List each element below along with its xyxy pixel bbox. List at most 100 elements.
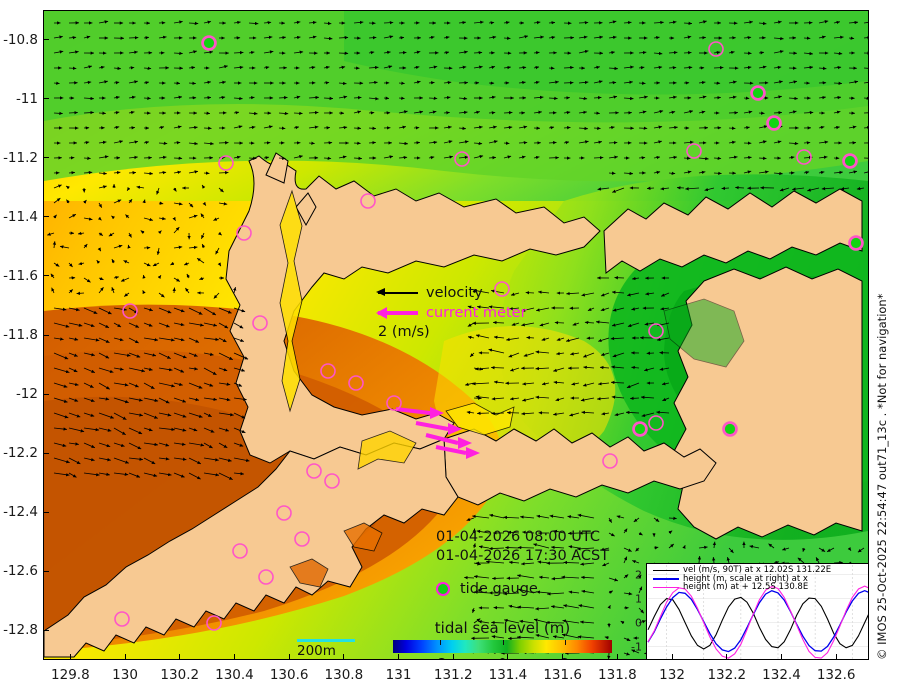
- velocity-vector: [308, 35, 317, 39]
- velocity-vector: [818, 155, 828, 159]
- velocity-vector: [661, 382, 670, 386]
- velocity-vector: [233, 125, 243, 129]
- velocity-vector: [203, 20, 212, 24]
- velocity-vector: [173, 427, 187, 432]
- velocity-vector: [293, 20, 301, 25]
- velocity-vector: [158, 307, 172, 314]
- velocity-vector: [188, 427, 198, 432]
- velocity-vector: [623, 171, 634, 176]
- velocity-vector: [278, 156, 286, 160]
- velocity-vector: [83, 322, 95, 328]
- velocity-vector: [53, 307, 67, 311]
- velocity-vector: [113, 95, 120, 100]
- velocity-vector: [233, 337, 245, 342]
- velocity-vector: [508, 352, 520, 358]
- velocity-vector: [518, 65, 527, 70]
- velocity-vector: [53, 337, 64, 341]
- velocity-vector: [567, 515, 580, 519]
- velocity-vector: [713, 50, 721, 55]
- velocity-vector: [536, 307, 550, 312]
- velocity-vector: [660, 307, 670, 311]
- velocity-vector: [143, 352, 157, 357]
- velocity-vector: [53, 457, 70, 464]
- velocity-vector: [293, 155, 303, 159]
- velocity-vector: [632, 560, 640, 564]
- velocity-vector: [233, 307, 246, 313]
- velocity-vector: [721, 186, 730, 191]
- velocity-vector: [353, 156, 362, 161]
- velocity-vector: [548, 80, 559, 84]
- velocity-vector: [263, 125, 273, 129]
- map-canvas: [44, 11, 868, 659]
- y-tick-label: -12.6: [3, 563, 38, 580]
- x-tick-label: 130.6: [269, 667, 309, 683]
- velocity-vector: [172, 287, 176, 294]
- velocity-vector: [551, 605, 565, 609]
- y-tick-mark: [44, 452, 49, 454]
- velocity-vector: [803, 170, 810, 175]
- velocity-vector: [201, 243, 206, 249]
- velocity-vector: [612, 352, 625, 358]
- velocity-vector: [503, 20, 510, 25]
- scale-bar-line: [297, 639, 355, 642]
- velocity-vector: [607, 605, 611, 610]
- velocity-vector: [233, 65, 244, 70]
- timestamp-block: 01-04-2026 08:00 UTC 01-04-2026 17:30 AC…: [436, 528, 609, 566]
- velocity-vector: [623, 637, 631, 642]
- timeseries-inset-plot[interactable]: vel (m/s, 90T) at x 12.02S 131.22E height…: [646, 563, 868, 659]
- velocity-vector: [308, 125, 319, 129]
- current-meter-arrow-icon: [374, 303, 420, 323]
- velocity-vector: [489, 513, 505, 519]
- velocity-vector: [477, 305, 490, 309]
- velocity-vector: [53, 35, 63, 39]
- velocity-vector: [653, 517, 660, 523]
- velocity-vector: [59, 245, 70, 249]
- velocity-vector: [368, 80, 378, 85]
- legend-line-swatch: [653, 569, 679, 571]
- velocity-vector: [541, 382, 550, 386]
- timeseries-left-axis: 2 1 0 -1: [622, 563, 644, 659]
- velocity-vector: [199, 276, 205, 281]
- velocity-vector: [584, 320, 595, 325]
- velocity-vector: [203, 322, 217, 327]
- velocity-vector: [577, 513, 595, 519]
- velocity-vector: [128, 367, 145, 373]
- velocity-vector: [518, 155, 526, 159]
- velocity-vector: [614, 412, 625, 417]
- velocity-vector: [504, 618, 520, 624]
- velocity-vector: [608, 590, 614, 594]
- velocity-vector: [526, 335, 535, 340]
- velocity-vector: [156, 187, 160, 195]
- velocity-vector: [458, 140, 469, 144]
- velocity-vector: [128, 155, 138, 160]
- velocity-vector: [443, 111, 450, 115]
- velocity-vector: [508, 604, 520, 609]
- velocity-vector: [578, 604, 595, 609]
- velocity-vector: [821, 186, 835, 191]
- x-tick-mark: [288, 654, 290, 659]
- velocity-vector: [158, 352, 171, 359]
- velocity-vector: [627, 322, 640, 328]
- velocity-vector: [158, 427, 175, 432]
- x-tick-label: 129.8: [51, 667, 90, 683]
- velocity-vector: [469, 352, 475, 358]
- velocity-vector: [203, 80, 211, 85]
- velocity-vector: [338, 81, 347, 86]
- velocity-vector: [98, 232, 104, 236]
- velocity-vector: [473, 141, 483, 146]
- velocity-vector: [683, 35, 692, 39]
- velocity-vector: [563, 126, 571, 130]
- velocity-vector: [111, 287, 115, 294]
- velocity-vector: [683, 21, 693, 26]
- legend-line-swatch: [653, 586, 679, 588]
- velocity-vector: [493, 380, 505, 384]
- velocity-vector: [111, 215, 116, 220]
- velocity-vector: [428, 96, 438, 100]
- velocity-vector: [548, 140, 557, 145]
- map-panel[interactable]: velocity current meter 2 (m/s) 01-04-202…: [43, 10, 869, 660]
- velocity-vector: [308, 141, 315, 145]
- velocity-vector: [128, 171, 137, 175]
- velocity-vector: [608, 35, 617, 40]
- velocity-vector: [68, 289, 74, 294]
- velocity-vector: [623, 652, 630, 656]
